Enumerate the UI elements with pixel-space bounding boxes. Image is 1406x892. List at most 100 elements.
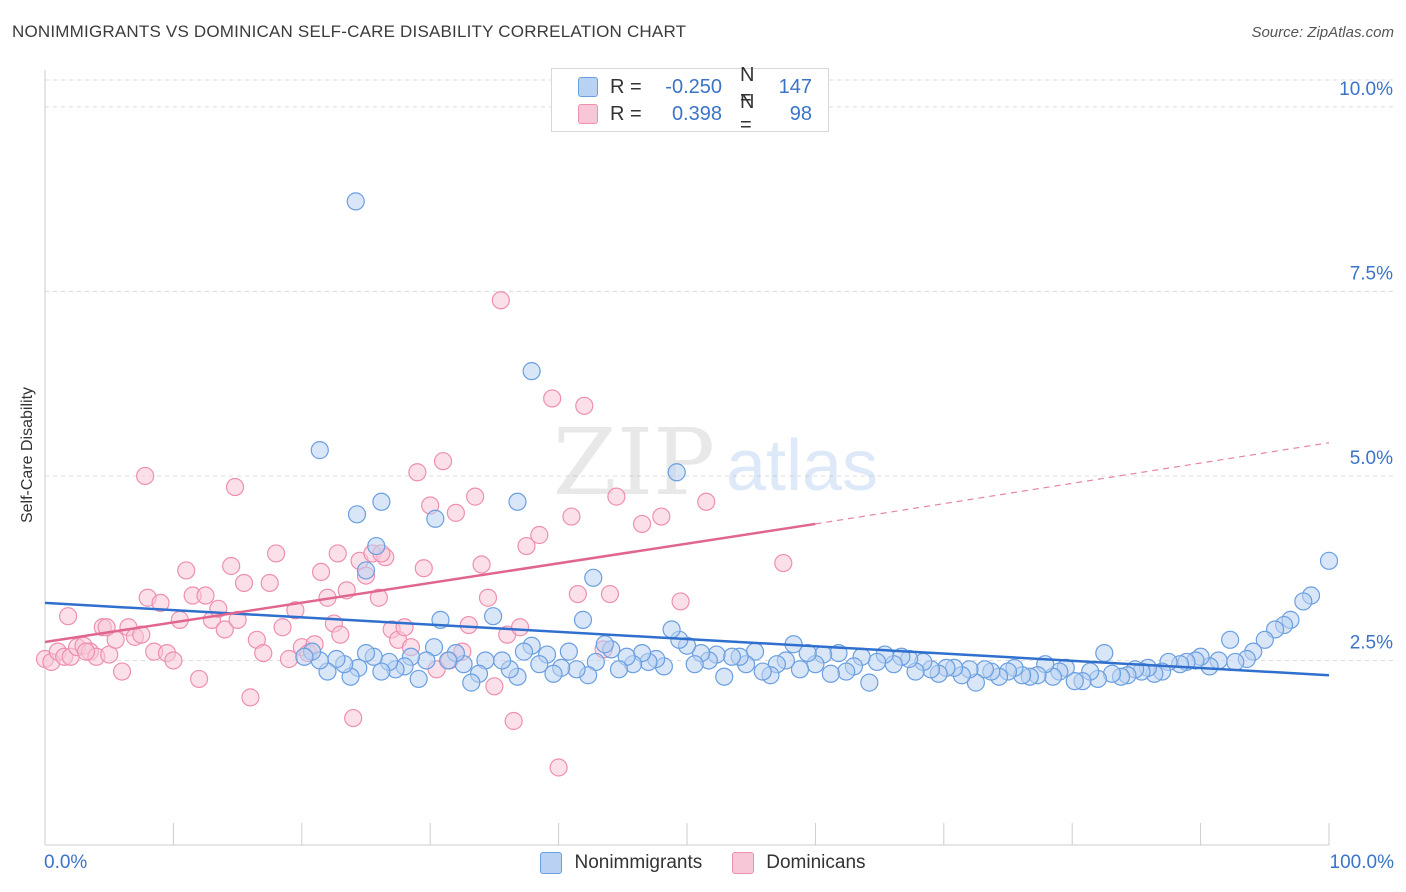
data-point	[609, 660, 629, 679]
data-point	[331, 625, 350, 644]
legend-row-nonimmigrants: R = -0.250 N = 147	[578, 64, 812, 109]
data-point	[164, 651, 183, 670]
data-point	[372, 662, 391, 681]
data-point	[543, 389, 562, 408]
y-tick-labels: 2.5% 5.0% 7.5% 10.0%	[1339, 79, 1393, 654]
data-point	[59, 607, 78, 626]
data-point	[562, 507, 581, 526]
nonimmigrants-points	[295, 192, 1339, 692]
watermark: ZIP atlas	[553, 409, 878, 516]
data-point	[837, 662, 856, 681]
data-point	[234, 573, 254, 593]
data-point	[414, 559, 433, 578]
trend-line-nonimmigrants	[44, 601, 1330, 677]
data-point	[459, 615, 478, 635]
data-point	[1294, 592, 1313, 611]
data-point	[568, 584, 587, 604]
data-point	[697, 492, 716, 511]
data-point	[510, 618, 530, 637]
y-tick-label: 10.0%	[1339, 79, 1393, 100]
data-point	[222, 556, 241, 576]
x-tick-max: 100.0%	[1329, 852, 1394, 873]
data-point	[136, 466, 155, 486]
data-point	[472, 555, 491, 574]
data-point	[273, 618, 292, 637]
data-point	[225, 477, 245, 497]
x-tick-min: 0.0%	[44, 852, 88, 873]
data-point	[549, 758, 568, 777]
data-point	[446, 503, 465, 522]
data-point	[662, 620, 681, 639]
data-point	[600, 584, 620, 604]
data-point	[607, 487, 626, 506]
legend-label-nonimmigrants: Nonimmigrants	[574, 852, 703, 873]
data-point	[196, 586, 215, 605]
data-point	[311, 562, 331, 582]
data-point	[667, 463, 686, 482]
data-point	[426, 509, 445, 528]
data-point	[462, 673, 481, 692]
data-point	[559, 642, 578, 661]
y-tick-label: 2.5%	[1350, 632, 1393, 653]
data-point	[508, 492, 527, 511]
data-point	[774, 553, 793, 573]
data-point	[241, 688, 260, 707]
data-point	[356, 561, 376, 580]
data-point	[372, 492, 391, 511]
n-value: 98	[789, 102, 812, 125]
data-point	[530, 655, 549, 674]
data-point	[295, 647, 314, 666]
data-point	[517, 536, 536, 556]
r-label: R =	[610, 102, 642, 125]
data-point	[595, 635, 614, 654]
data-point	[652, 507, 671, 526]
data-point	[409, 669, 428, 689]
data-point	[369, 588, 388, 607]
legend-swatch-blue	[540, 852, 563, 874]
legend-row-dominicans: R = 0.398 N = 98	[578, 91, 812, 136]
legend-item-nonimmigrants: Nonimmigrants	[540, 852, 702, 874]
data-point	[485, 677, 504, 696]
data-point	[504, 711, 523, 731]
data-point	[671, 592, 690, 611]
n-label: N =	[740, 91, 755, 136]
dominicans-points	[35, 291, 793, 777]
legend-item-dominicans: Dominicans	[732, 852, 866, 874]
data-point	[573, 610, 593, 629]
data-point	[790, 660, 810, 679]
data-point	[567, 660, 586, 679]
data-point	[356, 643, 376, 663]
data-point	[408, 463, 427, 482]
data-point	[76, 642, 96, 661]
data-point	[1255, 630, 1274, 649]
data-point	[798, 643, 817, 663]
data-point	[466, 487, 485, 506]
data-point	[310, 441, 329, 460]
grid-lines	[45, 79, 1395, 661]
data-point	[417, 651, 436, 670]
data-point	[584, 568, 603, 587]
data-point	[215, 620, 234, 639]
data-point	[151, 593, 170, 613]
data-point	[491, 291, 510, 310]
data-point	[867, 652, 887, 672]
data-point	[530, 525, 549, 545]
data-point	[484, 607, 503, 626]
data-point	[395, 618, 414, 637]
data-point	[1319, 551, 1339, 570]
correlation-legend: R = -0.250 N = 147 R = 0.398 N = 98	[551, 64, 829, 136]
watermark-atlas: atlas	[726, 426, 878, 506]
axes	[44, 70, 1330, 846]
data-point	[177, 561, 196, 580]
source-credit: Source: ZipAtlas.com	[1251, 24, 1394, 41]
data-point	[632, 514, 652, 534]
y-tick-label: 5.0%	[1350, 448, 1393, 469]
data-point	[267, 544, 286, 563]
trend-lines	[44, 442, 1330, 677]
data-point	[722, 647, 742, 666]
data-point	[860, 673, 879, 692]
data-point	[286, 601, 305, 620]
trend-line-dominicans-extension	[815, 442, 1330, 525]
data-point	[514, 642, 534, 661]
